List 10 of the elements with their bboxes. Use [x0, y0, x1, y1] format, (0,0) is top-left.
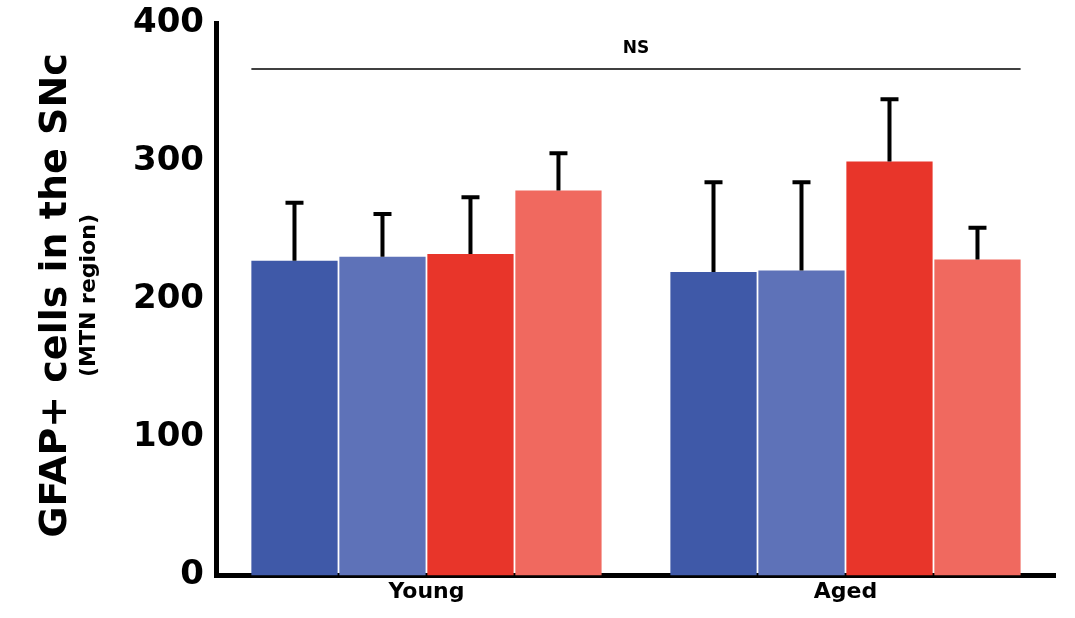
x-tick-label: Young	[387, 577, 465, 603]
y-tick-label: 100	[132, 414, 204, 455]
text: (MTN region)	[74, 212, 100, 379]
ref-line-label: NS	[622, 36, 650, 57]
y-tick-label: 300	[132, 138, 204, 179]
x-tick-label: Aged	[813, 577, 878, 603]
y-tick-label: 0	[180, 552, 204, 593]
y-tick-label: 400	[132, 0, 204, 41]
y-tick-label: 200	[132, 276, 204, 317]
y-axis-title: GFAP+ cells in the SNc	[30, 52, 75, 538]
